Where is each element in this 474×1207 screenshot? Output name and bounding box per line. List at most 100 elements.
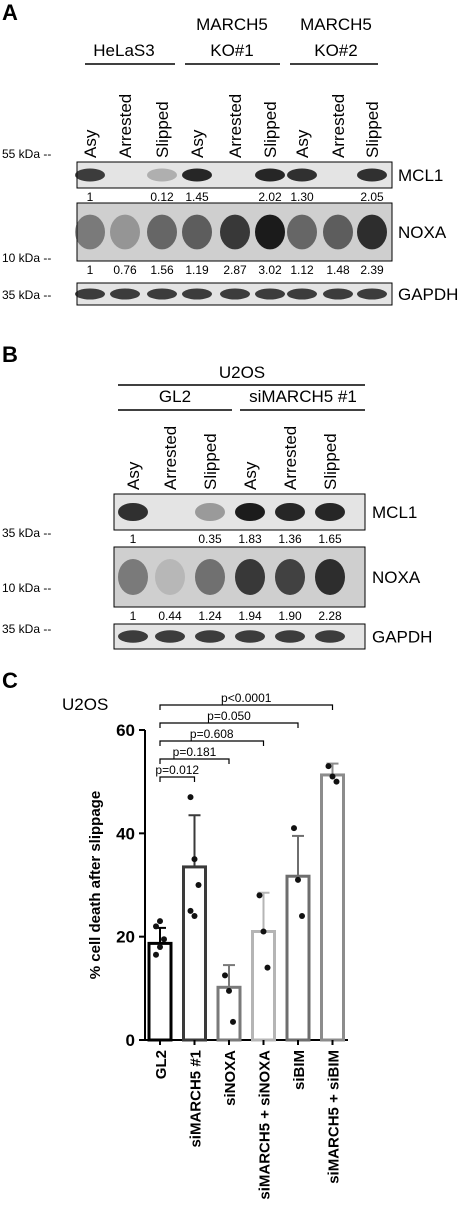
y-tick-label: 0: [126, 1031, 135, 1050]
lane-label: Asy: [293, 129, 312, 158]
lane-label: Slipped: [201, 433, 220, 490]
size-marker: 35 kDa --: [2, 622, 51, 636]
bar: [251, 930, 276, 1042]
panel-letter: C: [2, 668, 18, 693]
lane-label: Slipped: [321, 433, 340, 490]
protein-label: NOXA: [398, 223, 447, 242]
bar: [320, 773, 345, 1042]
band: [255, 168, 285, 182]
bar: [216, 985, 242, 1042]
data-point: [191, 856, 198, 863]
blot: [76, 161, 393, 189]
band: [315, 503, 345, 521]
data-point: [299, 913, 305, 919]
band: [118, 559, 148, 595]
panel-letter: A: [2, 0, 18, 25]
band: [118, 630, 148, 643]
x-tick-label: siMARCH5 + siBIM: [326, 1050, 343, 1184]
band: [315, 559, 345, 595]
annotation: U2OS: [62, 695, 108, 714]
lane-label: Slipped: [261, 101, 280, 158]
band: [220, 288, 250, 300]
band: [110, 214, 140, 250]
quantification: 1: [130, 609, 137, 623]
y-tick-label: 40: [116, 824, 135, 843]
data-point: [295, 876, 301, 883]
band: [287, 168, 317, 182]
group-label: U2OS: [219, 363, 265, 382]
band: [275, 630, 305, 643]
quantification: 1.94: [238, 609, 262, 623]
band: [287, 288, 317, 300]
quantification: 1: [130, 532, 137, 546]
bar: [147, 941, 173, 1042]
quantification: 2.28: [318, 609, 342, 623]
group-label: HeLaS3: [93, 41, 154, 60]
data-point: [264, 964, 271, 971]
x-tick-label: siMARCH5 #1: [188, 1050, 205, 1148]
data-point: [333, 778, 340, 785]
band: [255, 288, 285, 300]
lane-label: Asy: [188, 129, 207, 158]
quantification: 1: [87, 263, 94, 277]
data-point: [291, 825, 297, 832]
quantification: 2.02: [258, 190, 282, 204]
band: [323, 288, 353, 300]
size-marker: 10 kDa --: [2, 581, 51, 595]
data-point: [187, 907, 194, 914]
band: [287, 214, 317, 250]
quantification: 1: [87, 190, 94, 204]
p-value: p=0.181: [173, 745, 217, 759]
x-tick-label: siBIM: [291, 1050, 308, 1090]
lane-label: Slipped: [153, 101, 172, 158]
quantification: 1.24: [198, 609, 222, 623]
size-marker: 10 kDa --: [2, 251, 51, 265]
data-point: [153, 923, 159, 930]
band: [235, 630, 265, 643]
group-label: siMARCH5 #1: [249, 387, 357, 406]
x-tick-label: siNOXA: [222, 1050, 239, 1106]
quantification: 1.48: [326, 263, 350, 277]
quantification: 1.65: [318, 532, 342, 546]
quantification: 1.19: [185, 263, 209, 277]
quantification: 0.12: [150, 190, 174, 204]
quantification: 1.36: [278, 532, 302, 546]
lane-label: Arrested: [226, 94, 245, 158]
significance-bracket: [159, 704, 334, 710]
band: [75, 214, 105, 250]
lane-label: Arrested: [161, 426, 180, 490]
lane-label: Slipped: [363, 101, 382, 158]
band: [323, 214, 353, 250]
lane-label: Arrested: [329, 94, 348, 158]
data-point: [157, 918, 163, 925]
significance-bracket: [159, 776, 196, 782]
band: [147, 168, 177, 182]
quantification: 1.56: [150, 263, 174, 277]
p-value: p=0.012: [155, 763, 199, 777]
quantification: 1.83: [238, 532, 262, 546]
data-point: [260, 928, 267, 935]
quantification: 0.76: [113, 263, 137, 277]
data-point: [230, 1018, 236, 1025]
x-tick-label: GL2: [153, 1050, 170, 1079]
quantification: 3.02: [258, 263, 282, 277]
band: [275, 559, 305, 595]
group-label: KO#1: [210, 41, 253, 60]
protein-label: MCL1: [372, 503, 417, 522]
group-label: MARCH5: [196, 15, 268, 34]
band: [275, 503, 305, 521]
band: [357, 168, 387, 182]
lane-label: Arrested: [281, 426, 300, 490]
significance-bracket: [159, 722, 299, 728]
lane-label: Asy: [81, 129, 100, 158]
band: [357, 214, 387, 250]
quantification: 1.90: [278, 609, 302, 623]
significance-bracket: [159, 758, 230, 764]
data-point: [195, 882, 202, 888]
size-marker: 35 kDa --: [2, 288, 51, 302]
band: [182, 288, 212, 300]
p-value: p=0.050: [207, 709, 251, 723]
band: [155, 559, 185, 595]
band: [182, 214, 212, 250]
